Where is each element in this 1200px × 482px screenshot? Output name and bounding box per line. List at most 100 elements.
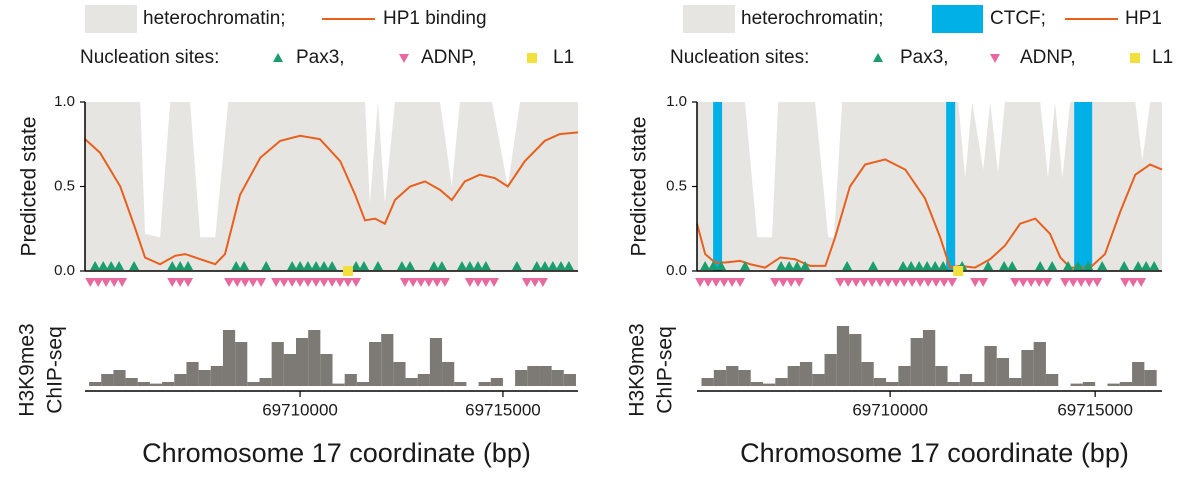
adnp-marker	[399, 278, 410, 287]
chip-bar	[186, 362, 199, 386]
pax3-marker	[351, 261, 362, 270]
ctcf-span	[946, 102, 956, 271]
chip-bar	[1070, 383, 1083, 386]
x-axis-label: Chromosome 17 coordinate (bp)	[142, 438, 531, 468]
chip-bar	[539, 366, 552, 386]
chip-bar	[405, 378, 418, 386]
chip-bar	[551, 370, 564, 386]
adnp-marker	[915, 278, 926, 287]
pax3-marker	[906, 261, 917, 270]
pax3-marker	[239, 261, 250, 270]
adnp-marker	[1136, 278, 1147, 287]
pax3-marker	[1149, 261, 1160, 270]
chip-bar	[972, 382, 985, 386]
adnp-marker	[408, 278, 419, 287]
chip-label: H3K9me3	[626, 323, 649, 416]
chip-label: ChIP-seq	[44, 326, 67, 414]
adnp-marker	[1018, 278, 1029, 287]
heterochromatin-area	[85, 102, 578, 271]
pax3-marker	[740, 261, 751, 270]
chip-bar	[101, 374, 114, 386]
chip-bar	[344, 374, 357, 386]
chip-bar	[356, 382, 370, 386]
chip-bar	[478, 382, 491, 386]
pax3-marker	[1035, 261, 1046, 270]
adnp-marker	[735, 278, 746, 287]
pax3-marker	[358, 261, 369, 270]
adnp-marker	[875, 278, 886, 287]
adnp-marker	[271, 278, 282, 287]
y-tick-label: 0.0	[54, 262, 75, 279]
adnp-marker	[415, 278, 426, 287]
chip-bar	[235, 342, 248, 386]
legend-swatch	[85, 5, 137, 33]
chip-bar	[935, 366, 948, 386]
adnp-marker	[1060, 278, 1071, 287]
pax3-marker	[295, 261, 306, 270]
pax3-marker	[1063, 261, 1074, 270]
chip-bar	[417, 374, 430, 386]
chip-bar	[515, 370, 528, 386]
adnp-marker	[109, 278, 120, 287]
pax3-marker	[716, 261, 727, 270]
chip-bar	[222, 330, 236, 386]
pax3-marker	[563, 261, 574, 270]
pax3-marker	[1047, 261, 1058, 270]
adnp-marker	[939, 278, 950, 287]
chip-bar	[174, 374, 187, 386]
adnp-marker	[342, 278, 353, 287]
pax3-marker	[428, 261, 439, 270]
pax3-marker	[792, 261, 803, 270]
adnp-marker	[778, 278, 789, 287]
chip-bar	[947, 382, 960, 386]
chip-bar	[259, 378, 272, 386]
adnp-marker	[899, 278, 910, 287]
chip-bar	[898, 366, 911, 386]
chip-bar	[787, 366, 800, 386]
chip-bar	[381, 334, 394, 386]
x-tick-label: 69710000	[852, 400, 928, 419]
chip-bar	[454, 382, 467, 386]
pax3-marker	[129, 261, 140, 270]
chip-bar	[247, 382, 260, 386]
legend-label: HP1	[1125, 8, 1162, 29]
adnp-marker	[351, 278, 362, 287]
legend-swatch	[683, 5, 735, 33]
chip-bar	[738, 370, 751, 386]
chip-bar	[429, 338, 443, 386]
adnp-marker	[85, 278, 96, 287]
pax3-marker	[1007, 261, 1018, 270]
y-tick-label: 1.0	[54, 93, 75, 110]
pax3-marker	[531, 261, 542, 270]
chip-bar	[210, 366, 223, 386]
chip-bar	[320, 354, 333, 386]
pax3-marker	[539, 261, 550, 270]
chip-bar	[886, 382, 899, 386]
adnp-marker	[786, 278, 797, 287]
chip-bar	[1009, 378, 1022, 386]
adnp-marker	[931, 278, 942, 287]
pax3-marker	[90, 261, 101, 270]
pax3-marker	[1083, 261, 1094, 270]
adnp-marker	[1128, 278, 1139, 287]
chip-bar	[393, 362, 406, 386]
pax3-marker	[231, 261, 242, 270]
x-axis-label: Chromosome 17 coordinate (bp)	[740, 438, 1129, 468]
adnp-marker	[1042, 278, 1053, 287]
adnp-marker	[770, 278, 781, 287]
pax3-marker	[922, 261, 933, 270]
chip-bar	[1021, 350, 1034, 386]
adnp-marker	[703, 278, 714, 287]
adnp-marker	[970, 278, 981, 287]
pax3-marker	[287, 261, 298, 270]
legend-marker	[873, 53, 883, 62]
chip-bar	[959, 374, 973, 386]
chip-bar	[824, 354, 837, 386]
chip-bar	[125, 378, 138, 386]
adnp-marker	[117, 278, 128, 287]
adnp-marker	[1092, 278, 1103, 287]
chip-bar	[113, 370, 126, 386]
chip-bar	[1132, 362, 1145, 386]
hp1-line	[84, 131, 579, 266]
